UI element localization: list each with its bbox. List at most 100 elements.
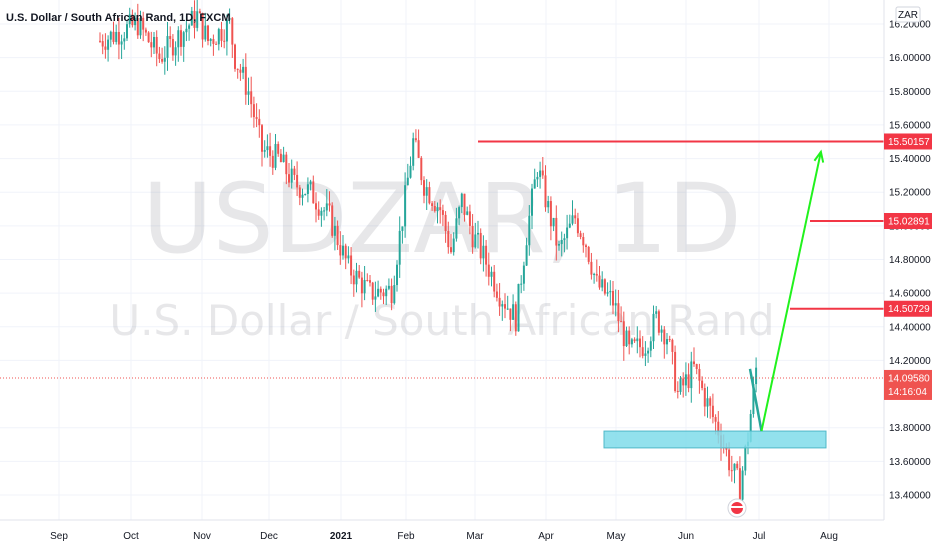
candle-body — [585, 245, 587, 247]
candle-body — [574, 215, 577, 219]
candle-body — [498, 297, 501, 307]
candle-body — [717, 421, 720, 436]
candle-body — [684, 374, 687, 386]
candle-body — [701, 380, 704, 388]
x-tick-label: Mar — [466, 531, 484, 542]
candle-body — [668, 339, 671, 341]
candle-body — [641, 347, 644, 356]
y-tick-label: 15.80000 — [889, 87, 931, 98]
candle-body — [155, 36, 158, 54]
candle-body — [142, 17, 145, 30]
candle-body — [250, 91, 253, 105]
candle-body — [495, 291, 498, 298]
candle-body — [436, 207, 439, 212]
level-price-tag — [884, 212, 932, 229]
candle-body — [406, 177, 409, 186]
pullback-projection-line[interactable] — [748, 368, 763, 432]
x-tick-label: Aug — [820, 531, 838, 542]
candle-body — [639, 338, 641, 348]
candle-body — [423, 180, 425, 196]
candle-body — [277, 143, 280, 154]
candle-body — [514, 304, 517, 332]
candle-body — [255, 117, 258, 119]
candle-body — [625, 330, 628, 347]
candle-body — [544, 175, 547, 208]
candle-body — [258, 118, 261, 126]
candle-body — [107, 39, 110, 50]
candle-body — [109, 31, 112, 40]
candle-body — [603, 279, 606, 294]
candle-body — [204, 25, 207, 40]
candle-body — [271, 155, 274, 168]
candle-body — [549, 201, 552, 227]
currency-badge[interactable]: ZAR — [895, 6, 921, 23]
drawing-overlays — [0, 140, 884, 449]
candle-body — [501, 304, 504, 307]
upside-projection-line[interactable] — [760, 151, 822, 432]
time-axis[interactable]: Sep Oct Nov Dec 2021 Feb Mar Apr May Jun Jul Aug — [0, 519, 884, 542]
candle-body — [652, 313, 655, 342]
candle-body — [104, 46, 107, 50]
x-tick-label: Jun — [678, 531, 694, 542]
candle-body — [647, 350, 650, 354]
candle-body — [190, 10, 193, 26]
candle-body — [282, 154, 285, 163]
candle-body — [198, 11, 201, 14]
candle-body — [714, 417, 717, 422]
y-tick-label: 14.20000 — [889, 356, 931, 367]
candle-body — [695, 364, 698, 369]
candle-body — [296, 174, 299, 188]
candle-body — [161, 58, 164, 62]
candle-body — [693, 361, 695, 365]
candle-body — [153, 36, 155, 48]
candle-body — [560, 239, 563, 245]
y-tick-label: 13.40000 — [889, 491, 931, 502]
candle-body — [525, 245, 528, 266]
candle-body — [306, 184, 309, 194]
candle-body — [733, 463, 736, 471]
candle-body — [450, 247, 452, 253]
candle-body — [612, 290, 614, 306]
candle-body — [236, 68, 239, 70]
price-axis[interactable]: 16.20000 16.00000 15.80000 15.60000 15.40000… — [883, 0, 931, 520]
candle-body — [609, 290, 612, 293]
candle-body — [493, 271, 496, 292]
candle-body — [385, 288, 388, 297]
candle-body — [606, 292, 609, 294]
projection-arrowhead — [813, 149, 825, 163]
candle-body — [290, 168, 293, 183]
candle-body — [539, 170, 542, 177]
candle-body — [682, 378, 685, 386]
candle-body — [533, 179, 536, 189]
candle-body — [355, 270, 358, 285]
candle-body — [285, 154, 288, 175]
earnings-flag-icon[interactable] — [727, 498, 747, 518]
candle-body — [212, 39, 215, 44]
support-zone[interactable] — [603, 430, 827, 449]
candle-body — [371, 282, 374, 300]
candle-body — [358, 270, 361, 278]
candle-body — [225, 19, 228, 42]
candle-body — [377, 288, 380, 297]
candle-body — [301, 194, 304, 198]
candle-body — [417, 140, 420, 158]
candle-body — [136, 17, 139, 36]
y-tick-label: 14.60000 — [889, 289, 931, 300]
candle-body — [598, 275, 601, 288]
candle-body — [441, 210, 444, 215]
candle-body — [425, 187, 428, 196]
candle-body — [325, 203, 328, 211]
candle-body — [217, 29, 220, 45]
candle-body — [547, 201, 550, 208]
candle-body — [180, 30, 182, 47]
candle-body — [728, 449, 731, 471]
candle-body — [444, 214, 447, 232]
candle-body — [261, 125, 263, 152]
candle-body — [209, 39, 212, 41]
candle-body — [455, 218, 458, 239]
candle-body — [242, 66, 245, 73]
candle-body — [374, 296, 377, 300]
candle-body — [320, 210, 323, 216]
candlestick-series — [99, 0, 758, 515]
